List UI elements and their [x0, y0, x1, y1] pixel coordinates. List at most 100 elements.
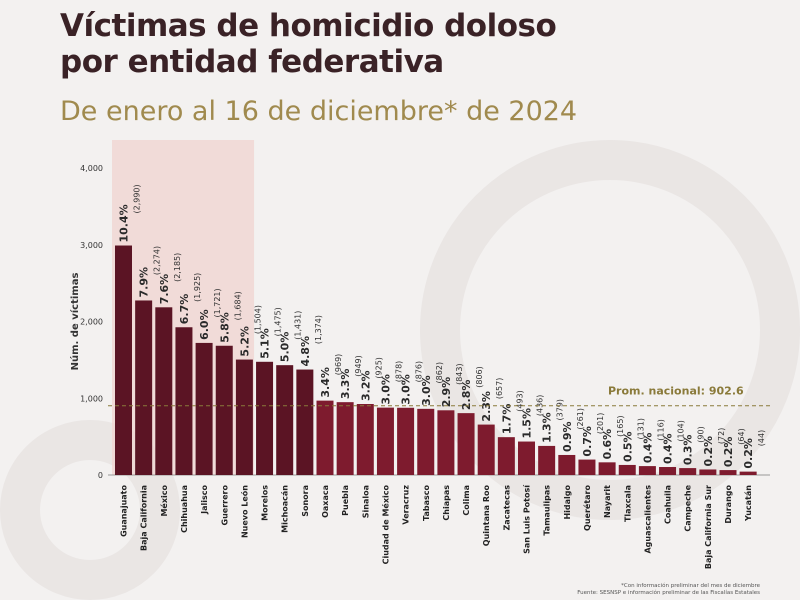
- value-label: (806): [475, 366, 484, 388]
- y-tick-label: 1,000: [80, 394, 103, 403]
- bar: [336, 402, 354, 475]
- percent-label: 3.0%: [420, 375, 433, 406]
- percent-label: 5.0%: [279, 332, 292, 363]
- bar: [296, 369, 314, 475]
- percent-label: 0.3%: [682, 435, 695, 466]
- x-tick-label: Sinaloa: [361, 485, 370, 518]
- bar: [397, 407, 415, 475]
- value-label: (2,990): [133, 184, 142, 213]
- percent-label: 10.4%: [118, 204, 131, 242]
- page-subtitle: De enero al 16 de diciembre* de 2024: [60, 96, 578, 127]
- bar: [195, 342, 213, 475]
- average-label: Prom. nacional: 902.6: [608, 385, 744, 398]
- percent-label: 0.2%: [742, 438, 755, 469]
- value-label: (1,374): [314, 315, 323, 344]
- percent-label: 3.2%: [359, 370, 372, 401]
- percent-label: 2.3%: [480, 391, 493, 422]
- x-tick-label: Jalisco: [200, 484, 209, 514]
- bar: [215, 345, 233, 475]
- percent-label: 4.8%: [299, 336, 312, 367]
- footnote-line-1: *Con información preliminar del mes de d…: [621, 583, 760, 589]
- page-title: Víctimas de homicidio doloso por entidad…: [60, 8, 557, 80]
- percent-label: 7.6%: [158, 274, 171, 305]
- x-tick-label: Guerrero: [220, 485, 229, 526]
- value-label: (72): [717, 428, 726, 444]
- bar: [699, 469, 717, 475]
- value-label: (1,504): [253, 305, 262, 334]
- value-label: (1,475): [274, 307, 283, 336]
- percent-label: 3.4%: [319, 367, 332, 398]
- value-label: (201): [596, 413, 605, 435]
- bar: [175, 327, 193, 475]
- x-tick-label: Tamaulipas: [543, 485, 552, 536]
- x-tick-label: Colima: [462, 485, 471, 516]
- value-label: (2,274): [153, 246, 162, 275]
- value-label: (657): [495, 378, 504, 400]
- value-label: (493): [515, 390, 524, 412]
- bar: [518, 441, 535, 475]
- bar: [276, 365, 294, 475]
- percent-label: 0.6%: [601, 429, 614, 460]
- x-tick-label: Quintana Roo: [482, 484, 491, 546]
- bar: [618, 464, 636, 475]
- value-label: (862): [435, 362, 444, 384]
- value-label: (165): [616, 415, 625, 437]
- value-label: (261): [576, 408, 585, 430]
- value-label: (64): [737, 428, 746, 444]
- percent-label: 2.9%: [440, 377, 453, 408]
- value-label: (104): [677, 420, 686, 442]
- x-tick-label: San Luis Potosí: [523, 484, 532, 554]
- percent-label: 6.0%: [198, 309, 211, 340]
- x-tick-label: Tabasco: [422, 485, 431, 521]
- bar: [638, 466, 656, 475]
- percent-label: 1.3%: [541, 412, 554, 443]
- percent-label: 0.2%: [702, 436, 715, 467]
- value-label: (925): [374, 357, 383, 379]
- value-label: (969): [334, 354, 343, 376]
- value-label: (949): [354, 355, 363, 377]
- value-label: (1,925): [193, 273, 202, 302]
- bar: [256, 361, 274, 475]
- x-tick-label: Chihuahua: [180, 485, 189, 533]
- percent-label: 0.4%: [662, 434, 675, 465]
- bar: [558, 454, 576, 475]
- x-tick-label: Baja California Sur: [704, 485, 713, 569]
- footnote-line-2: Fuente: SESNSP e información preliminar …: [577, 590, 760, 596]
- value-label: (1,721): [213, 288, 222, 317]
- bar: [316, 400, 334, 475]
- value-label: (436): [536, 395, 545, 417]
- value-label: (1,431): [294, 311, 303, 340]
- bar: [598, 462, 616, 475]
- percent-label: 7.9%: [138, 267, 151, 298]
- value-label: (90): [697, 426, 706, 442]
- x-tick-label: Sonora: [301, 485, 310, 517]
- percent-label: 3.0%: [379, 374, 392, 405]
- x-tick-label: Oaxaca: [321, 485, 330, 518]
- value-label: (131): [636, 418, 645, 440]
- x-tick-label: Veracruz: [402, 485, 411, 525]
- y-tick-label: 4,000: [80, 164, 103, 173]
- x-tick-label: Zacatecas: [502, 485, 511, 531]
- percent-label: 3.3%: [339, 369, 352, 400]
- bar: [497, 437, 515, 475]
- bar: [115, 245, 132, 475]
- bar: [417, 408, 435, 475]
- value-label: (1,684): [233, 291, 242, 320]
- bar: [235, 359, 253, 475]
- percent-label: 2.8%: [460, 380, 473, 411]
- value-label: (2,185): [173, 253, 182, 282]
- percent-label: 1.5%: [521, 408, 534, 439]
- bar: [376, 407, 394, 475]
- bar: [739, 471, 757, 475]
- x-tick-label: Chiapas: [442, 485, 451, 521]
- value-label: (379): [556, 399, 565, 421]
- value-label: (876): [415, 361, 424, 383]
- x-tick-label: Campeche: [684, 484, 693, 531]
- percent-label: 0.7%: [581, 426, 594, 457]
- x-tick-label: Baja California: [140, 485, 149, 551]
- bar: [477, 424, 495, 475]
- y-tick-label: 2,000: [80, 318, 103, 327]
- bar: [538, 445, 556, 475]
- x-tick-label: Querétaro: [582, 485, 592, 531]
- value-label: (878): [394, 361, 403, 383]
